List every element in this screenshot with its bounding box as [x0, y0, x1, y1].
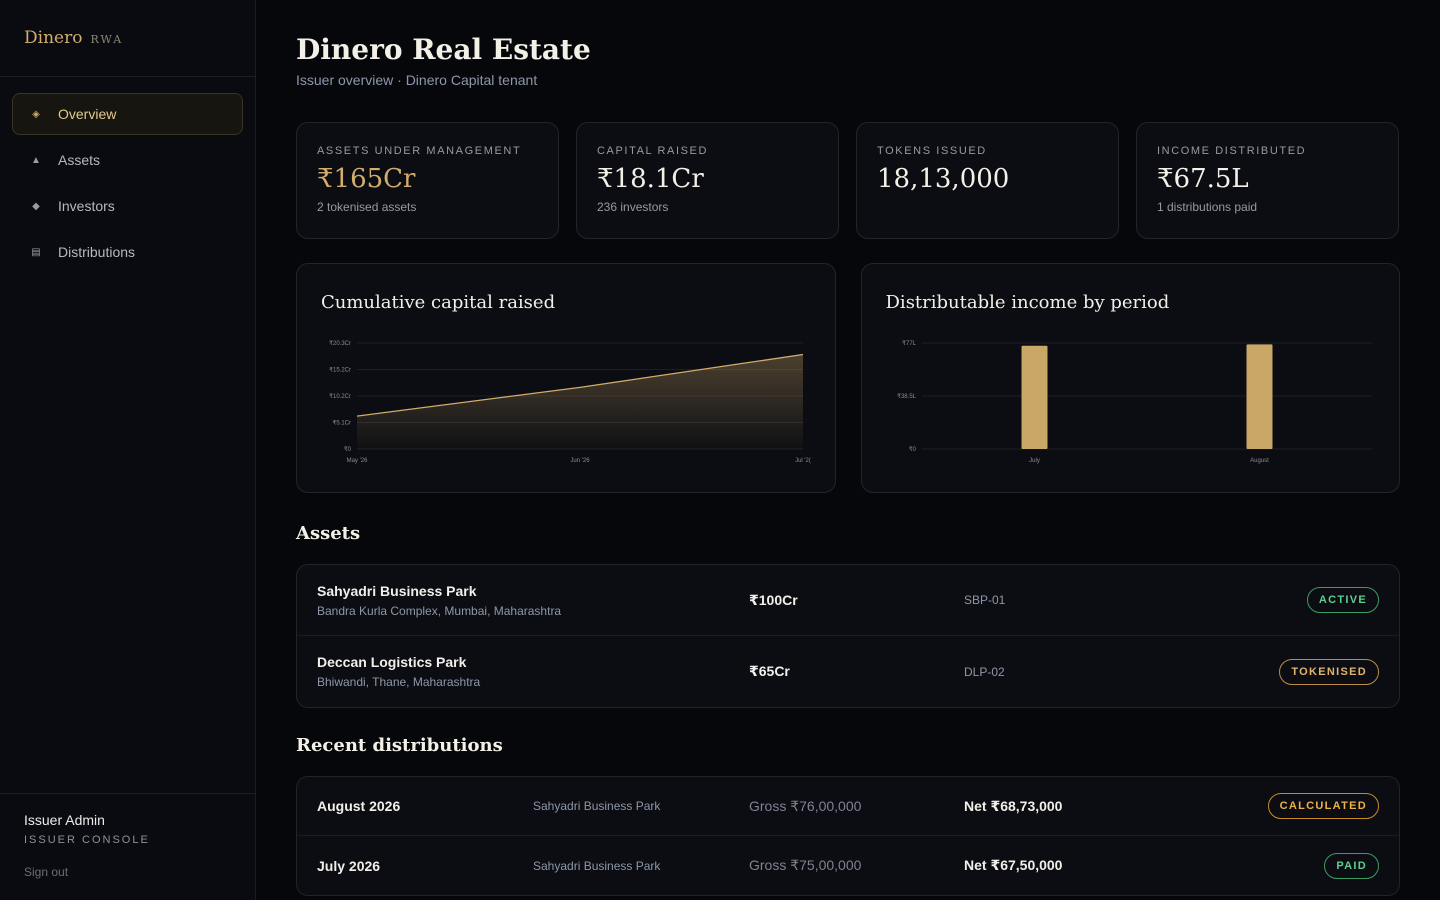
distributions-table: August 2026 Sahyadri Business Park Gross…: [296, 776, 1400, 896]
distributions-section-title: Recent distributions: [296, 735, 503, 756]
sidebar-item-label: Overview: [58, 106, 117, 122]
sign-out-link[interactable]: Sign out: [24, 865, 69, 879]
area-chart-svg: ₹0 ₹5.1Cr ₹10.2Cr ₹15.2Cr ₹20.3Cr May '26 Jun …: [329, 340, 811, 464]
asset-value: ₹100Cr: [749, 591, 798, 608]
status-badge: PAID: [1324, 852, 1379, 879]
status-badge: CALCULATED: [1267, 793, 1379, 819]
x-tick-label: Jun '26: [570, 458, 590, 464]
sidebar-nav: ◈ Overview ▲ Assets ◆ Investors ▤ Distri…: [0, 77, 255, 273]
stat-sub: 236 investors: [597, 200, 669, 214]
distribution-gross: Gross ₹75,00,000: [749, 857, 862, 873]
asset-location: Bhiwandi, Thane, Maharashtra: [317, 675, 481, 689]
sidebar-item-label: Investors: [58, 198, 115, 214]
sidebar-item-label: Distributions: [58, 244, 136, 260]
main-content: Dinero Real Estate Issuer overview · Din…: [296, 0, 1400, 896]
sidebar-item-distributions[interactable]: ▤ Distributions: [12, 231, 243, 273]
assets-table: Sahyadri Business Park Bandra Kurla Comp…: [296, 564, 1400, 708]
bar: [1246, 344, 1272, 449]
distribution-asset: Sahyadri Business Park: [533, 799, 661, 813]
assets-section-title: Assets: [296, 523, 361, 544]
asset-value: ₹65Cr: [749, 663, 790, 679]
y-tick-label: ₹10.2Cr: [329, 393, 351, 400]
area-fill: [357, 354, 803, 449]
y-tick-label: ₹0: [344, 446, 352, 453]
x-tick-label: July: [1029, 458, 1040, 464]
distribution-gross: Gross ₹76,00,000: [749, 797, 862, 814]
x-tick-label: Jul '2(: [795, 458, 811, 464]
y-tick-label: ₹77L: [902, 340, 916, 347]
stats-row: ASSETS UNDER MANAGEMENT ₹165Cr 2 tokenis…: [296, 122, 1400, 239]
y-tick-label: ₹20.3Cr: [329, 340, 351, 347]
table-row[interactable]: Sahyadri Business Park Bandra Kurla Comp…: [297, 565, 1399, 636]
asset-code: DLP-02: [964, 664, 1005, 679]
brand-name: Dinero: [24, 28, 83, 48]
brand-subtitle: RWA: [90, 33, 124, 46]
asset-code: SBP-01: [964, 593, 1006, 607]
status-badge: TOKENISED: [1279, 658, 1379, 685]
bar-chart-svg: ₹0 ₹38.5L ₹77L July August: [897, 340, 1372, 464]
stat-card-aum: ASSETS UNDER MANAGEMENT ₹165Cr 2 tokenis…: [296, 122, 559, 239]
asset-name: Deccan Logistics Park: [317, 654, 467, 670]
status-badge: ACTIVE: [1306, 587, 1379, 613]
capital-raised-chart: Cumulative capital raised ₹0 ₹5.1Cr ₹10.2C…: [296, 263, 836, 493]
stat-sub: 2 tokenised assets: [317, 200, 417, 214]
stat-value: ₹18.1Cr: [597, 164, 704, 194]
asset-location: Bandra Kurla Complex, Mumbai, Maharashtr…: [317, 603, 562, 618]
stat-label: ASSETS UNDER MANAGEMENT: [317, 145, 522, 157]
table-row[interactable]: July 2026 Sahyadri Business Park Gross ₹…: [297, 836, 1399, 895]
page-subtitle: Issuer overview · Dinero Capital tenant: [296, 72, 538, 88]
user-panel: Issuer Admin ISSUER CONSOLE Sign out: [0, 793, 255, 900]
chart-title: Distributable income by period: [885, 292, 1170, 313]
distribution-period: August 2026: [317, 798, 401, 814]
asset-name: Sahyadri Business Park: [317, 582, 477, 599]
sidebar-item-investors[interactable]: ◆ Investors: [12, 185, 243, 227]
ledger-icon: ▤: [31, 246, 41, 258]
triangle-icon: ▲: [31, 154, 41, 166]
stat-sub: 1 distributions paid: [1157, 200, 1258, 214]
sidebar: Dinero RWA ◈ Overview ▲ Assets ◆ Investo…: [0, 0, 256, 900]
charts-row: Cumulative capital raised ₹0 ₹5.1Cr ₹10.2C…: [296, 263, 1400, 493]
table-row[interactable]: August 2026 Sahyadri Business Park Gross…: [297, 777, 1399, 836]
chart-title: Cumulative capital raised: [321, 292, 556, 313]
income-by-period-chart: Distributable income by period ₹0 ₹38.5L ₹…: [860, 263, 1400, 493]
stat-label: TOKENS ISSUED: [877, 145, 987, 157]
brand-logo[interactable]: Dinero RWA: [0, 0, 255, 77]
y-tick-label: ₹15.2Cr: [329, 367, 351, 374]
stat-value: 18,13,000: [877, 164, 1010, 194]
y-tick-label: ₹38.5L: [897, 393, 916, 400]
sidebar-item-overview[interactable]: ◈ Overview: [12, 93, 243, 135]
stat-label: CAPITAL RAISED: [597, 145, 709, 157]
page-title: Dinero Real Estate: [296, 33, 591, 66]
series-line: [356, 353, 804, 417]
asset-info: Deccan Logistics Park Bhiwandi, Thane, M…: [317, 654, 480, 689]
stat-card-tokens-issued: TOKENS ISSUED 18,13,000: [856, 122, 1119, 239]
bar: [1021, 345, 1047, 449]
distribution-period: July 2026: [317, 857, 381, 874]
distribution-asset: Sahyadri Business Park: [533, 858, 661, 873]
distribution-net: Net ₹67,50,000: [964, 857, 1063, 873]
user-role: ISSUER CONSOLE: [24, 834, 150, 846]
distribution-net: Net ₹68,73,000: [964, 797, 1063, 814]
diamond-icon: ◆: [32, 200, 40, 212]
diamond-icon: ◈: [32, 108, 40, 120]
y-tick-label: ₹0: [908, 446, 916, 453]
table-row[interactable]: Deccan Logistics Park Bhiwandi, Thane, M…: [297, 636, 1399, 707]
x-tick-label: May '26: [347, 458, 368, 464]
stat-label: INCOME DISTRIBUTED: [1157, 145, 1307, 157]
x-tick-label: August: [1250, 458, 1269, 464]
stat-value: ₹67.5L: [1157, 164, 1249, 194]
stat-card-income-distributed: INCOME DISTRIBUTED ₹67.5L 1 distribution…: [1136, 122, 1399, 239]
sidebar-item-assets[interactable]: ▲ Assets: [12, 139, 243, 181]
stat-card-capital-raised: CAPITAL RAISED ₹18.1Cr 236 investors: [576, 122, 839, 239]
stat-value: ₹165Cr: [317, 164, 416, 194]
asset-info: Sahyadri Business Park Bandra Kurla Comp…: [317, 583, 561, 618]
user-name: Issuer Admin: [24, 812, 105, 828]
sidebar-item-label: Assets: [58, 152, 101, 168]
y-tick-label: ₹5.1Cr: [333, 420, 352, 427]
